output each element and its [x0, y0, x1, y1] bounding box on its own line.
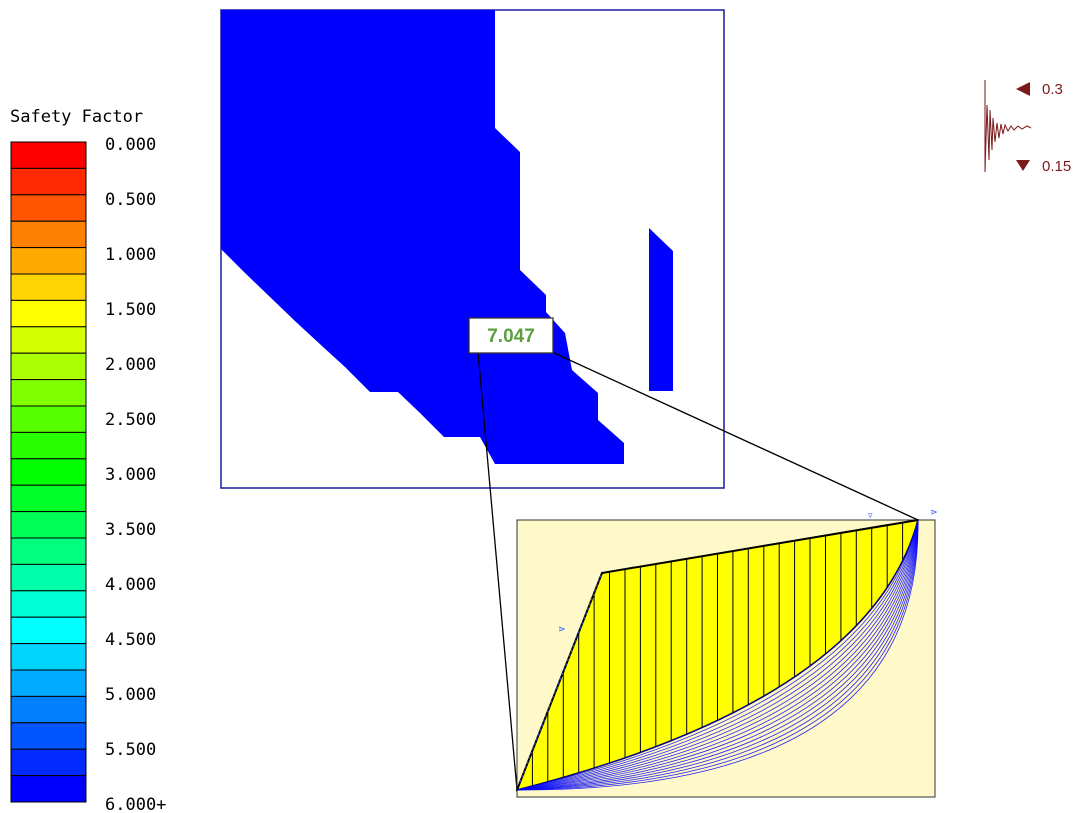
legend-tick-label: 1.500 — [105, 300, 156, 320]
legend-swatch — [10, 299, 87, 328]
legend-swatch — [10, 669, 87, 697]
trial-slip-surface — [516, 519, 919, 791]
legend-swatch — [10, 167, 87, 196]
trial-slip-surface — [516, 519, 919, 791]
slope-section: ⋗ ▿ ⋗ — [515, 508, 938, 798]
legend-tick-label: 5.000 — [105, 685, 156, 705]
legend-tick-label: 4.500 — [105, 630, 156, 650]
legend-swatch — [10, 141, 87, 169]
fs-label-box — [468, 317, 554, 354]
legend-swatch — [10, 405, 87, 433]
legend-swatch — [10, 458, 87, 486]
legend-swatch — [10, 220, 87, 249]
trial-slip-surface — [516, 519, 919, 791]
legend-tick-labels: 0.000 0.500 1.000 1.500 2.000 2.500 3.000 3.500… — [105, 135, 166, 813]
seismic-load-indicator: 0.3 0.15 — [984, 80, 1071, 175]
trial-slip-surface — [516, 519, 919, 791]
trial-slip-surface — [516, 519, 919, 791]
legend-swatch — [10, 616, 87, 645]
legend-swatch — [10, 748, 87, 777]
trial-slip-surface — [516, 519, 919, 791]
slope-marker-icon: ⋗ — [558, 625, 566, 635]
legend-swatch — [10, 352, 87, 381]
fs-label-text: 7.047 — [487, 326, 535, 347]
trial-slip-surface — [516, 519, 919, 791]
vertical-load-label: 0.15 — [1042, 158, 1071, 175]
critical-fs-callout: 7.047 — [468, 317, 554, 354]
legend-tick-label: 0.500 — [105, 190, 156, 210]
crest-end-marker-icon: ⋗ — [930, 508, 938, 518]
legend-tick-label: 4.000 — [105, 575, 156, 595]
trial-slip-surface — [516, 519, 919, 791]
trial-slip-surfaces — [516, 519, 919, 791]
legend-swatch — [10, 194, 87, 222]
legend-swatch — [10, 484, 87, 513]
legend-title: Safety Factor — [10, 107, 143, 127]
legend-tick-label: 6.000+ — [105, 795, 166, 813]
slip-center-grid — [220, 9, 725, 489]
seismic-wave-icon — [984, 80, 1032, 173]
legend-swatch — [10, 695, 87, 724]
crest-marker-icon: ▿ — [868, 511, 873, 521]
legend-swatch — [10, 326, 87, 354]
legend-swatch — [10, 431, 87, 460]
leader-line-crest — [551, 351, 919, 521]
trial-slip-surface — [516, 519, 919, 791]
legend-swatch — [10, 590, 87, 618]
legend-tick-label: 5.500 — [105, 740, 156, 760]
legend-tick-label: 2.000 — [105, 355, 156, 375]
legend-swatch — [10, 643, 87, 671]
safety-factor-legend: Safety Factor 0.000 0.500 1.000 1.500 2.000 2… — [10, 107, 166, 813]
legend-swatch — [10, 537, 87, 565]
legend-tick-label: 3.000 — [105, 465, 156, 485]
legend-swatch — [10, 722, 87, 750]
legend-tick-label: 2.500 — [105, 410, 156, 430]
vertical-load-arrow-icon — [1016, 160, 1030, 171]
horizontal-load-arrow-icon — [1016, 82, 1030, 96]
legend-swatch — [10, 247, 87, 275]
leader-line-toe — [477, 351, 518, 791]
trial-slip-surface — [516, 519, 919, 791]
legend-swatch — [10, 511, 87, 539]
slices — [531, 522, 904, 786]
legend-swatch — [10, 563, 87, 592]
trial-slip-surface — [516, 519, 919, 791]
legend-color-scale — [10, 141, 87, 803]
horizontal-load-label: 0.3 — [1042, 81, 1063, 98]
trial-slip-surface — [516, 519, 919, 791]
trial-slip-surface — [516, 519, 919, 791]
legend-swatch — [10, 775, 87, 803]
legend-tick-label: 0.000 — [105, 135, 156, 155]
safety-zone-strip — [649, 228, 673, 391]
slope-surface — [516, 519, 919, 791]
trial-slip-surface — [516, 519, 919, 791]
legend-swatch — [10, 379, 87, 407]
legend-tick-label: 3.500 — [105, 520, 156, 540]
legend-swatch — [10, 273, 87, 301]
legend-tick-label: 1.000 — [105, 245, 156, 265]
